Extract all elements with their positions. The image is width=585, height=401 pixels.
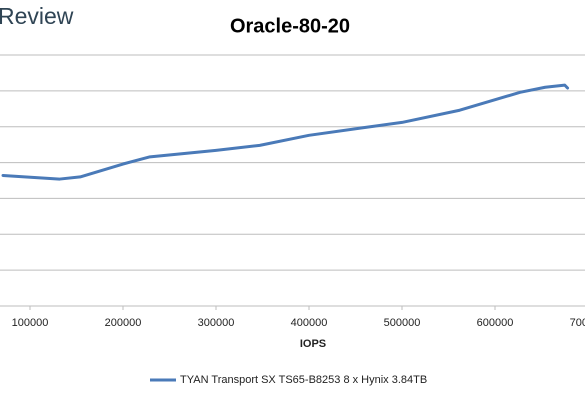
x-tick-label: 200000 [105,317,142,329]
data-line [1,83,570,181]
brand-text: Review [0,3,74,29]
legend-label: TYAN Transport SX TS65-B8253 8 x Hynix 3… [180,374,427,386]
chart-title: Oracle-80-20 [230,15,350,37]
x-tick-label: 400000 [291,317,328,329]
x-tick-label: 700000 [570,317,585,329]
x-tick-label: 300000 [198,317,235,329]
x-tick-label: 100000 [12,317,49,329]
x-axis-label: IOPS [300,338,326,350]
x-tick-label: 600000 [477,317,514,329]
x-tick-label: 500000 [384,317,421,329]
